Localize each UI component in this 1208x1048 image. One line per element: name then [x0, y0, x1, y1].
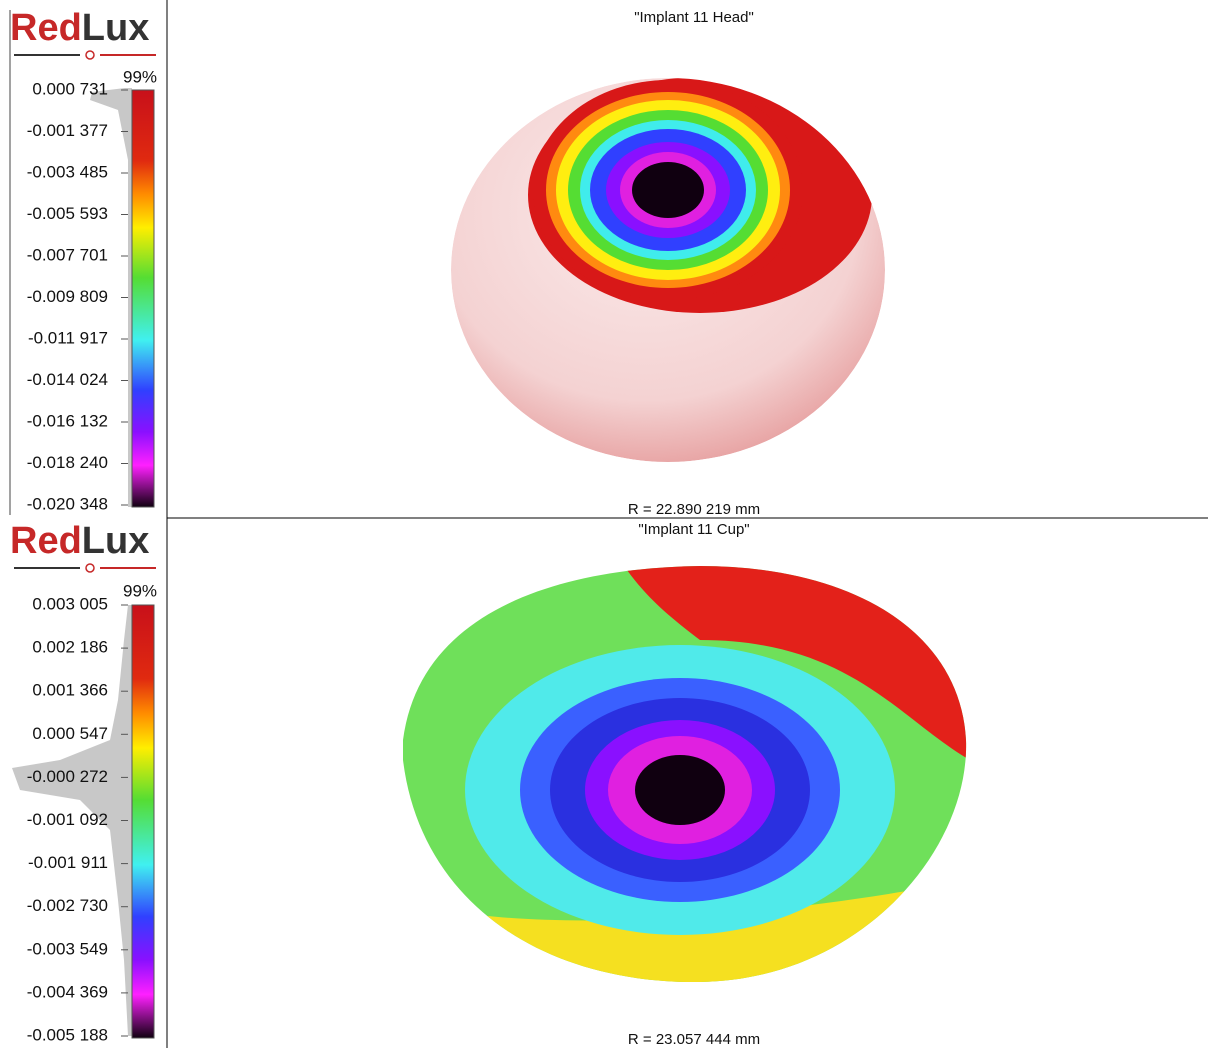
scale-label: -0.003 549: [27, 939, 108, 958]
page: RedLux99%0.000 731-0.001 377-0.003 485-0…: [0, 0, 1208, 1048]
scale-label: -0.016 132: [27, 411, 108, 430]
logo-star: [86, 51, 94, 59]
cup-map: [400, 560, 970, 990]
radius-label: R = 23.057 444 mm: [628, 1031, 760, 1048]
radius-label: R = 22.890 219 mm: [628, 501, 760, 518]
scale-label: -0.018 240: [27, 453, 108, 472]
head-map: [451, 77, 885, 462]
scale-label: -0.004 369: [27, 982, 108, 1001]
scale-label: -0.001 911: [28, 853, 108, 872]
color-bar: [132, 90, 154, 507]
percent-label: 99%: [123, 67, 157, 86]
scale-label: -0.005 593: [27, 204, 108, 223]
logo: RedLux: [10, 520, 149, 562]
scale-label: -0.020 348: [27, 494, 108, 513]
scale-label: -0.005 188: [27, 1025, 108, 1044]
scale-label: -0.002 730: [27, 896, 108, 915]
scale-label: -0.014 024: [27, 370, 108, 389]
logo-lux: Lux: [82, 520, 150, 562]
scale-label: -0.001 092: [27, 810, 108, 829]
scale-label: -0.000 272: [27, 767, 108, 786]
scale-label: -0.009 809: [27, 287, 108, 306]
scale-label: -0.003 485: [27, 162, 108, 181]
percent-label: 99%: [123, 581, 157, 600]
scale-label: 0.003 005: [32, 594, 108, 613]
scale-label: 0.000 731: [32, 79, 108, 98]
scale-label: 0.002 186: [32, 638, 108, 657]
scale-label: -0.011 917: [28, 328, 108, 347]
scale-label: 0.001 366: [32, 681, 108, 700]
scale-label: -0.007 701: [27, 245, 108, 264]
logo-red: Red: [10, 520, 82, 562]
scale-label: 0.000 547: [32, 724, 108, 743]
logo-star: [86, 564, 94, 572]
logo: RedLux: [10, 7, 149, 49]
viewer: RedLux99%0.000 731-0.001 377-0.003 485-0…: [0, 0, 1208, 1048]
scale-label: -0.001 377: [27, 121, 108, 140]
logo-red: Red: [10, 7, 82, 49]
logo-lux: Lux: [82, 7, 150, 49]
color-bar: [132, 605, 154, 1038]
view-title: "Implant 11 Head": [634, 9, 754, 26]
view-title: "Implant 11 Cup": [638, 521, 749, 538]
